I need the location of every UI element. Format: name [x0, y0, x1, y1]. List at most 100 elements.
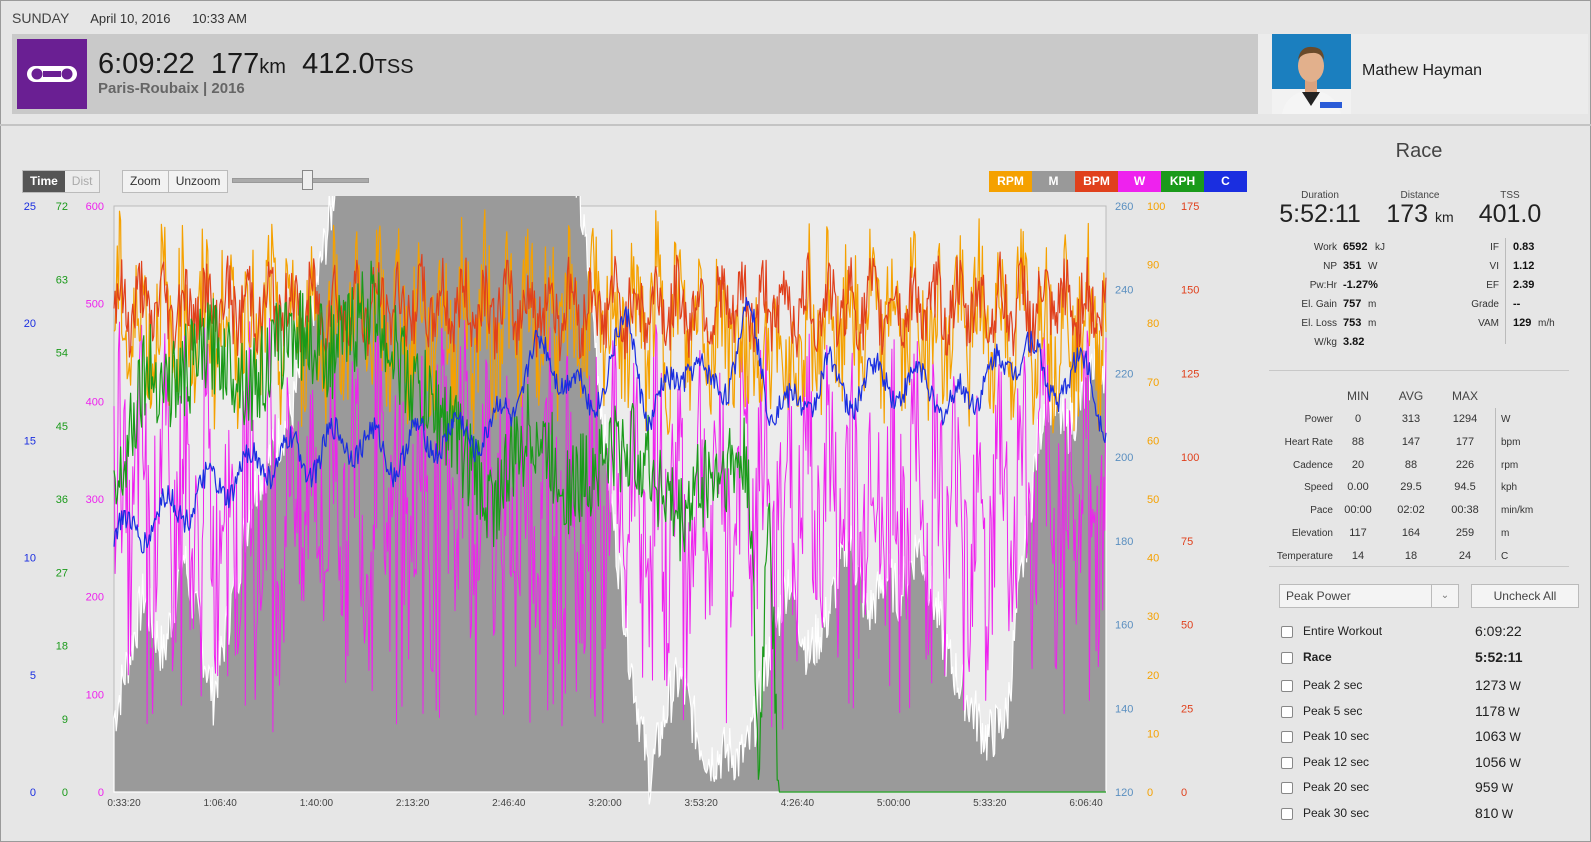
- peak-row[interactable]: Peak 20 sec 959 W: [1269, 777, 1569, 801]
- legend-toggle-kph[interactable]: KPH: [1161, 171, 1204, 192]
- peak-type-dropdown[interactable]: Peak Power ⌄: [1279, 584, 1459, 608]
- table-row-label: Power: [1304, 414, 1333, 425]
- stat-unit: kJ: [1375, 242, 1385, 253]
- zoom-slider-knob[interactable]: [302, 170, 313, 190]
- checkbox[interactable]: [1281, 807, 1293, 820]
- workout-tss-unit: TSS: [374, 56, 414, 78]
- workout-datetime: SUNDAY April 10, 2016 10:33 AM: [12, 10, 265, 26]
- peak-row[interactable]: Race 5:52:11: [1269, 647, 1569, 671]
- checkbox[interactable]: [1281, 756, 1293, 769]
- dist-mode-button[interactable]: Dist: [64, 171, 100, 192]
- peak-label: Peak 12 sec: [1303, 754, 1370, 769]
- peak-row[interactable]: Entire Workout 6:09:22: [1269, 621, 1569, 645]
- red-axis-tick: 125: [1181, 368, 1199, 380]
- zoom-button[interactable]: Zoom: [130, 174, 161, 188]
- table-row-unit: m: [1501, 528, 1510, 539]
- stat-value-work: 6592: [1343, 241, 1368, 253]
- peak-value: 1063 W: [1475, 728, 1521, 744]
- checkbox[interactable]: [1281, 651, 1293, 664]
- table-row-label: Temperature: [1276, 550, 1333, 562]
- table-header-max: MAX: [1451, 389, 1478, 403]
- checkbox[interactable]: [1281, 731, 1293, 743]
- checkbox[interactable]: [1281, 705, 1293, 718]
- peak-row[interactable]: Peak 5 sec 1178 W: [1269, 701, 1569, 725]
- table-cell-avg: 02:02: [1397, 504, 1425, 517]
- series-line-bpm: [113, 251, 1107, 362]
- legend-toggle-c[interactable]: C: [1204, 171, 1247, 192]
- orange-axis-tick: 10: [1147, 728, 1159, 740]
- peak-row[interactable]: Peak 2 sec 1273 W: [1269, 675, 1569, 699]
- x-axis-tick: 4:26:40: [781, 798, 815, 809]
- summary-distance-value: 173 km: [1386, 200, 1454, 228]
- blue-axis-tick: 0: [30, 787, 36, 799]
- green-axis-tick: 36: [56, 494, 68, 506]
- peak-row[interactable]: Peak 10 sec 1063 W: [1269, 726, 1569, 750]
- table-cell-min: 0.00: [1347, 481, 1369, 494]
- peak-unit: W: [1498, 781, 1514, 795]
- stat-value-vam: 129: [1513, 317, 1532, 329]
- table-row-label: Cadence: [1292, 459, 1333, 471]
- peak-value: 6:09:22: [1475, 623, 1522, 639]
- legend-toggle-rpm[interactable]: RPM: [989, 171, 1032, 192]
- stat-label-np: NP: [1323, 261, 1337, 272]
- x-axis-tick: 1:06:40: [204, 798, 238, 809]
- table-cell-max: 1294: [1452, 413, 1478, 425]
- stat-label-w-kg: W/kg: [1314, 337, 1337, 348]
- legend-toggle-m[interactable]: M: [1032, 171, 1075, 192]
- table-row-unit: W: [1501, 414, 1511, 425]
- table-cell-max: 259: [1455, 527, 1475, 539]
- unzoom-button[interactable]: Unzoom: [167, 171, 228, 192]
- table-row-unit: min/km: [1501, 505, 1534, 517]
- table-row-unit: bpm: [1501, 436, 1521, 448]
- x-axis-tick: 2:46:40: [492, 798, 526, 809]
- x-axis-tick: 5:33:20: [973, 798, 1007, 809]
- stat-value-ef: 2.39: [1513, 279, 1535, 291]
- zoom-controls: Zoom Unzoom: [122, 170, 229, 193]
- green-axis-tick: 18: [56, 641, 68, 653]
- stat-value-vi: 1.12: [1513, 260, 1535, 272]
- legend-toggle-bpm[interactable]: BPM: [1075, 171, 1118, 192]
- steel-axis-tick: 240: [1115, 285, 1133, 297]
- table-cell-max: 00:38: [1451, 504, 1479, 517]
- chevron-down-icon: ⌄: [1431, 585, 1458, 607]
- peak-row[interactable]: Peak 12 sec 1056 W: [1269, 752, 1569, 776]
- stat-unit: W: [1368, 261, 1378, 272]
- section-rule: [1269, 370, 1569, 371]
- stat-value-np: 351: [1343, 260, 1362, 272]
- peak-row[interactable]: Peak 30 sec 810 W: [1269, 803, 1569, 827]
- workout-chart[interactable]: 0510152025091827364554637201002003004005…: [0, 196, 1250, 836]
- series-line-w: [113, 313, 1107, 733]
- stat-label-ef: EF: [1486, 280, 1499, 291]
- magenta-axis-tick: 0: [98, 787, 104, 799]
- uncheck-all-button[interactable]: Uncheck All: [1471, 584, 1579, 608]
- green-axis-tick: 72: [56, 201, 68, 213]
- stat-label-vi: VI: [1489, 261, 1499, 272]
- table-cell-max: 177: [1455, 435, 1475, 448]
- zoom-slider-track[interactable]: [232, 178, 369, 183]
- checkbox[interactable]: [1281, 782, 1293, 794]
- table-cell-min: 14: [1351, 549, 1365, 562]
- summary-duration-value: 5:52:11: [1279, 200, 1361, 228]
- time-mode-button[interactable]: Time: [23, 171, 65, 192]
- x-axis-tick: 3:20:00: [588, 798, 622, 809]
- stat-label-pw-hr: Pw:Hr: [1309, 280, 1337, 291]
- checkbox[interactable]: [1281, 680, 1293, 692]
- magenta-axis-tick: 300: [86, 494, 104, 506]
- checkbox[interactable]: [1281, 626, 1293, 638]
- magenta-axis-tick: 400: [86, 396, 104, 408]
- header-divider: [0, 124, 1591, 126]
- table-row-label: Pace: [1310, 505, 1333, 517]
- stats-divider: [1505, 238, 1506, 344]
- workout-banner: 6:09:22 177km 412.0TSS Paris-Roubaix | 2…: [12, 34, 1258, 114]
- peak-label: Peak 20 sec: [1303, 780, 1370, 794]
- stat-label-grade: Grade: [1471, 299, 1499, 310]
- workout-time: 10:33 AM: [192, 11, 248, 26]
- steel-axis-tick: 220: [1115, 368, 1133, 380]
- orange-axis-tick: 40: [1147, 553, 1159, 565]
- peak-label: Peak 10 sec: [1303, 729, 1370, 743]
- workout-day: SUNDAY: [12, 10, 70, 26]
- magenta-axis-tick: 500: [86, 299, 104, 311]
- orange-axis-tick: 70: [1147, 377, 1159, 389]
- legend-toggle-w[interactable]: W: [1118, 171, 1161, 192]
- athlete-card[interactable]: Mathew Hayman: [1258, 34, 1588, 114]
